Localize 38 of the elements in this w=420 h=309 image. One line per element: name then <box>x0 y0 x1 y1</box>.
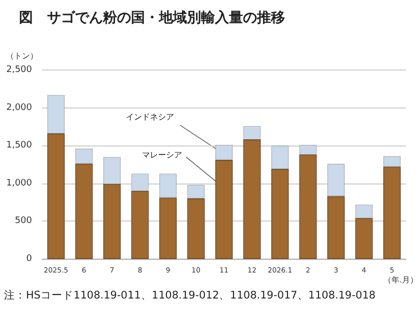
bar <box>187 198 205 259</box>
bar <box>243 126 261 140</box>
bar <box>159 198 177 259</box>
bar <box>131 190 149 259</box>
y-tick-label: 1,000 <box>6 178 32 188</box>
y-tick-label: 500 <box>14 216 32 226</box>
bar <box>47 94 65 134</box>
bar <box>215 144 233 160</box>
bar <box>383 166 401 259</box>
x-axis-title: （年.月） <box>383 276 418 284</box>
bar <box>327 164 345 196</box>
y-tick-label: 2,000 <box>6 102 32 113</box>
text: インドネシア <box>126 112 174 122</box>
bar <box>271 146 289 170</box>
y-tick-label: 2,500 <box>6 65 32 75</box>
bar <box>355 218 373 259</box>
bar <box>47 134 65 259</box>
bar <box>299 144 317 155</box>
y-axis-title: （トン） <box>6 52 38 60</box>
text: 注：HSコード1108.19-011、1108.19-012、1108.19-017、1108.19-018 <box>4 288 376 302</box>
bar <box>271 169 289 259</box>
bar <box>327 196 345 259</box>
bar <box>355 204 373 218</box>
bar <box>75 164 93 259</box>
bar <box>215 160 233 259</box>
bar <box>299 154 317 259</box>
bar <box>75 148 93 164</box>
bar <box>159 174 177 198</box>
y-tick-label: 1,500 <box>6 140 32 151</box>
bar <box>131 174 149 191</box>
bar <box>383 156 401 167</box>
bar <box>187 184 205 199</box>
text: マレーシア <box>142 150 182 160</box>
chart-title: 図 サゴでん粉の国・地域別輸入量の推移 <box>19 10 285 26</box>
bar <box>103 156 121 184</box>
y-tick-label: 0 <box>26 254 32 264</box>
bar <box>243 140 261 259</box>
bar <box>103 184 121 259</box>
